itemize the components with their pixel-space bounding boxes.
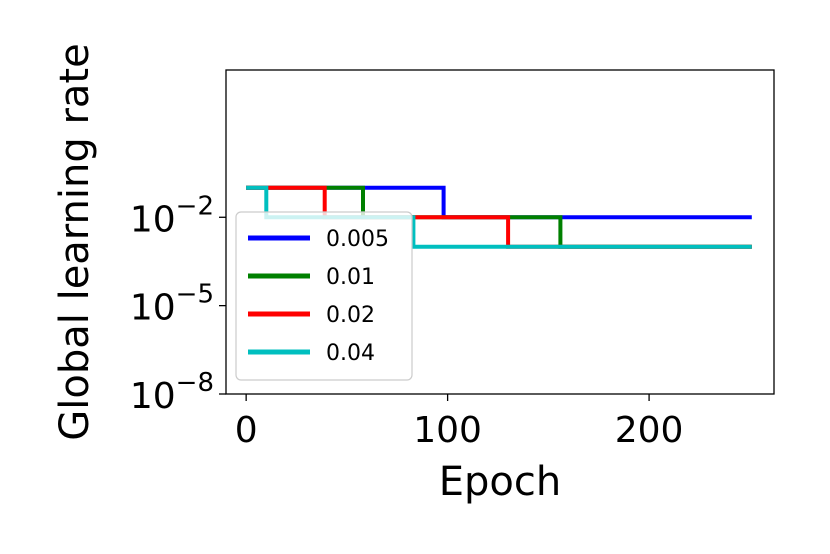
legend-label: 0.005 [326,227,389,252]
y-axis-ticks: 10−2 10−5 10−8 [130,191,226,417]
x-tick-label: 200 [615,410,684,451]
x-axis-label: Epoch [439,459,561,505]
legend-label: 0.02 [326,303,375,328]
x-axis-ticks: 0 100 200 [235,394,684,451]
x-tick-label: 100 [413,410,482,451]
y-tick-label: 10−2 [130,191,214,240]
y-axis-label: Global learning rate [52,43,98,440]
legend-box [235,211,413,381]
plot-frame [225,69,775,395]
legend-label: 0.01 [326,265,375,290]
legend-label: 0.04 [326,341,375,366]
legend: 0.005 0.01 0.02 0.04 [235,211,413,381]
y-tick-label: 10−5 [130,280,214,329]
x-tick-label: 0 [235,410,258,451]
y-tick-label: 10−8 [130,368,214,417]
